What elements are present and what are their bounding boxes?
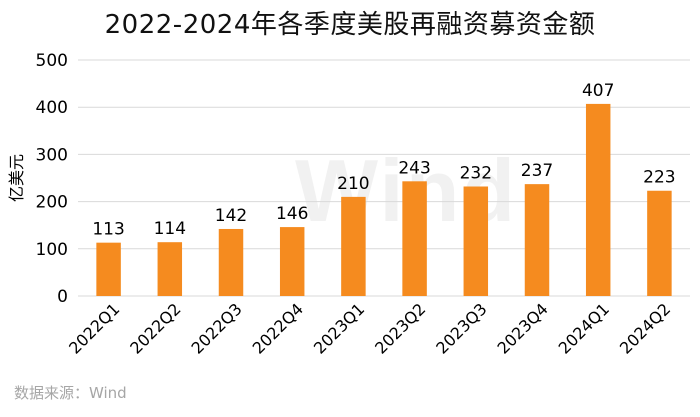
bar — [279, 227, 305, 296]
x-tick-label: 2022Q4 — [249, 299, 307, 357]
data-label: 407 — [582, 81, 614, 101]
data-label: 113 — [92, 220, 124, 240]
y-tick-label: 100 — [36, 240, 68, 260]
y-tick-label: 300 — [36, 145, 68, 165]
chart-title: 2022-2024年各季度美股再融资募资金额 — [104, 10, 596, 40]
y-tick-label: 200 — [36, 193, 68, 213]
bar — [647, 190, 672, 296]
x-tick-label: 2024Q1 — [555, 299, 613, 357]
bar — [96, 242, 121, 296]
data-label: 243 — [398, 158, 430, 178]
x-tick-label: 2023Q3 — [432, 299, 490, 357]
x-tick-label: 2022Q2 — [126, 299, 184, 357]
bar — [157, 242, 183, 296]
data-label: 114 — [154, 219, 186, 239]
bar — [402, 181, 427, 296]
data-source: 数据来源：Wind — [14, 384, 127, 402]
data-label: 210 — [337, 174, 369, 194]
bar — [585, 103, 611, 297]
bar — [341, 196, 366, 296]
data-label: 223 — [643, 168, 675, 188]
y-axis-label: 亿美元 — [7, 154, 26, 202]
x-tick-label: 2023Q2 — [371, 299, 429, 357]
data-label: 232 — [460, 163, 492, 183]
data-label: 142 — [215, 206, 247, 226]
x-tick-label: 2022Q3 — [187, 299, 245, 357]
bar — [463, 186, 489, 296]
bar — [218, 228, 244, 296]
x-tick-label: 2023Q4 — [493, 299, 551, 357]
x-tick-label: 2024Q2 — [616, 299, 674, 357]
y-tick-label: 0 — [57, 287, 68, 307]
y-tick-label: 400 — [36, 98, 68, 118]
data-label: 146 — [276, 204, 308, 224]
y-tick-label: 500 — [36, 51, 68, 71]
bar — [524, 184, 550, 296]
x-tick-label: 2023Q1 — [310, 299, 368, 357]
x-tick-label: 2022Q1 — [65, 299, 123, 357]
data-label: 237 — [521, 161, 553, 181]
